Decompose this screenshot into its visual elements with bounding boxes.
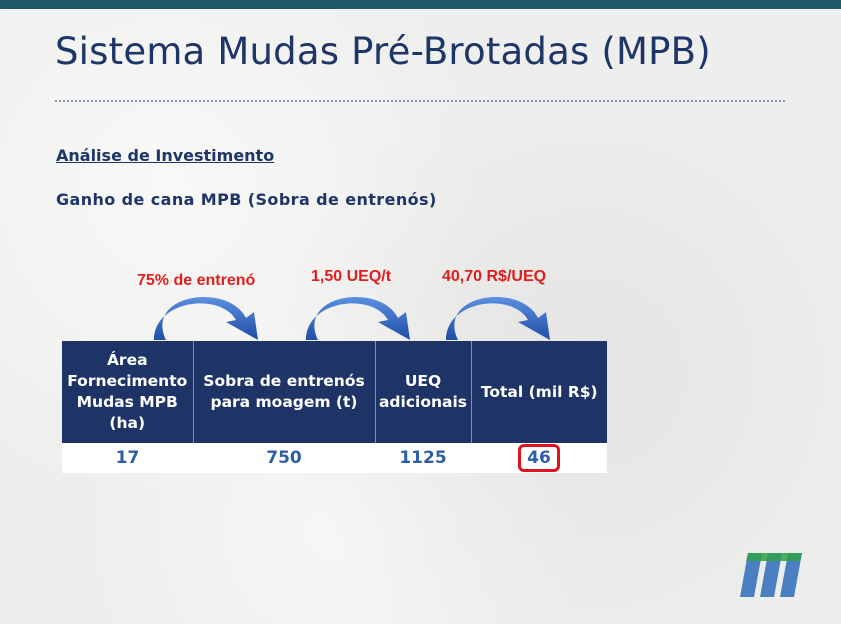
company-logo-icon [740,553,802,597]
header-ueq: UEQ adicionais [375,341,472,443]
top-accent-bar [0,0,841,9]
cell-area: 17 [62,443,193,473]
cell-sobra: 750 [193,443,375,473]
header-total: Total (mil R$) [471,341,607,443]
table-header-row: Área Fornecimento Mudas MPB (ha) Sobra d… [62,341,607,443]
curved-arrow-icon [446,296,550,340]
total-highlight-badge: 46 [518,444,560,472]
header-sobra: Sobra de entrenós para moagem (t) [193,341,376,443]
table-row: 17 750 1125 46 [62,443,607,473]
slide-subtitle: Ganho de cana MPB (Sobra de entrenós) [56,190,437,209]
curved-arrow-icon [306,296,410,340]
header-area: Área Fornecimento Mudas MPB (ha) [62,341,194,443]
title-divider [55,100,785,102]
cell-total: 46 [471,443,607,473]
factor-label-3: 40,70 R$/UEQ [442,268,547,285]
slide-title: Sistema Mudas Pré-Brotadas (MPB) [55,30,711,73]
factor-label-2: 1,50 UEQ/t [311,268,392,285]
cell-ueq: 1125 [375,443,471,473]
factor-label-1: 75% de entrenó [137,272,256,289]
curved-arrow-icon [154,296,258,340]
section-heading: Análise de Investimento [56,146,275,165]
investment-table: Área Fornecimento Mudas MPB (ha) Sobra d… [62,341,607,473]
